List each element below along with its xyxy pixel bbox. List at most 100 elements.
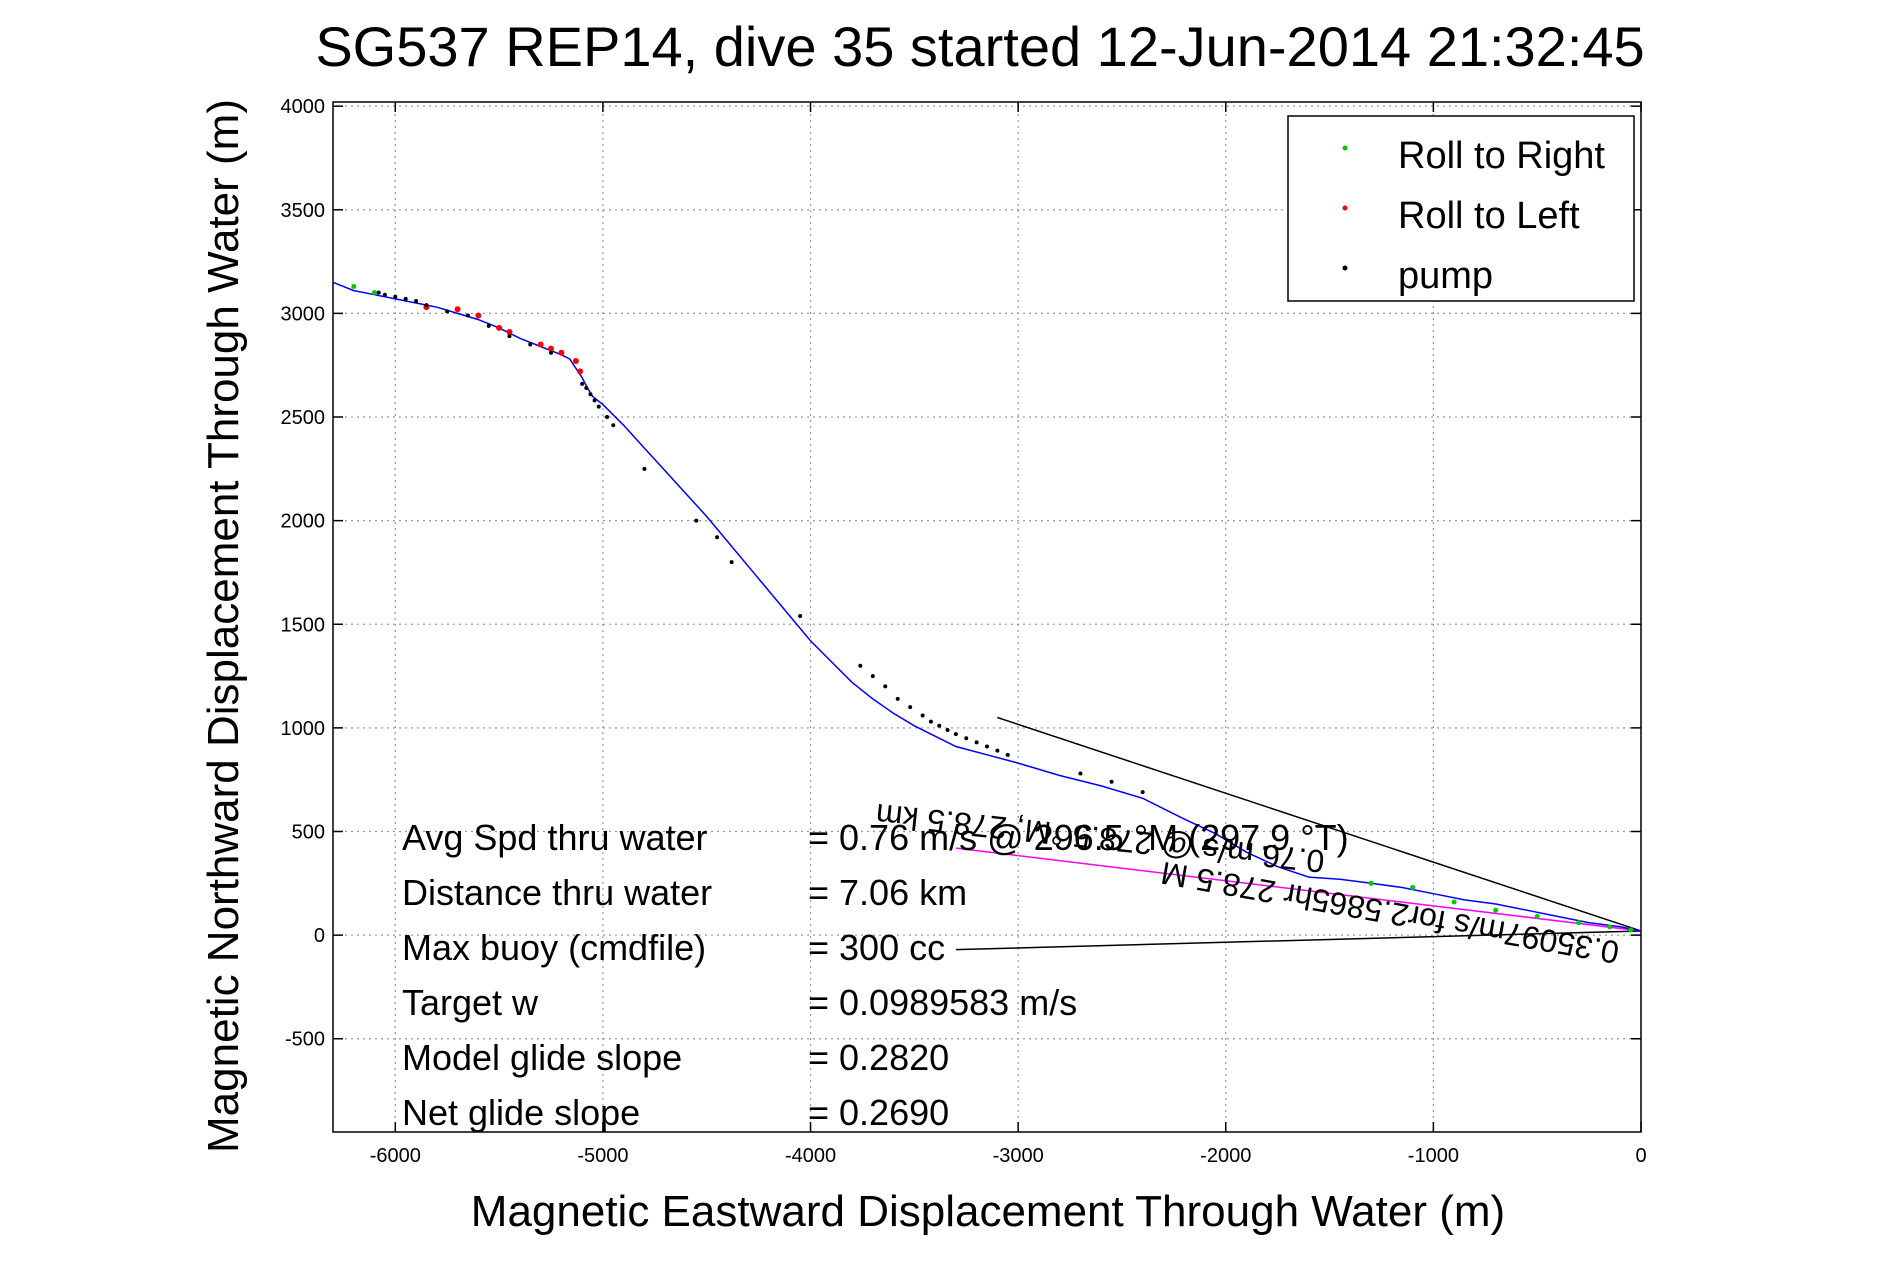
stat-value: = 7.06 km [808,872,967,913]
roll-right-point [1451,899,1457,905]
pump-point [858,663,863,668]
pump-point [928,719,933,724]
pump-point [611,423,616,428]
pump-point [895,696,900,701]
legend: Roll to Right Roll to Left pump [1287,115,1635,302]
pump-point [588,392,593,397]
y-tick-label: 4000 [281,96,326,118]
x-tick-label: -3000 [993,1145,1044,1167]
pump-point [953,732,958,737]
stat-value: = 300 cc [808,927,945,968]
vector-line [997,716,1642,932]
pump-point [974,740,979,745]
y-tick-label: 1000 [281,718,326,740]
roll-left-point [548,345,554,352]
roll-right-point [1607,924,1613,930]
vector-annotation: 0.35097m/s for2.5865hr 278.5 M [1158,855,1621,971]
pump-point [382,292,387,297]
roll-left-point [558,349,565,356]
track-line [332,281,1642,932]
pump-point [908,705,913,710]
stats-text: Avg Spd thru water = 0.76 m/s @ 296.5 °M … [402,817,1349,1133]
y-tick-label: 2500 [281,407,326,429]
roll-right-point [1628,927,1634,933]
y-tick-label: 3000 [281,303,326,325]
pump-point [642,466,647,471]
pump-point [424,303,429,308]
pump-point [1140,790,1145,795]
pump-point [985,744,989,749]
pump-point [486,323,491,328]
stat-value: = 0.0989583 m/s [808,982,1077,1023]
pump-point [592,398,597,403]
legend-marker [1342,145,1348,151]
chart-title: SG537 REP14, dive 35 started 12-Jun-2014… [315,15,1644,78]
roll-left-point [454,306,461,313]
pump-point [945,727,950,732]
pump-point [937,723,942,728]
y-axis-label: Magnetic Northward Displacement Through … [199,99,248,1153]
pump-point [964,736,969,741]
stat-value: = 0.2820 [808,1037,949,1078]
x-tick-label: -6000 [370,1145,421,1167]
y-tick-label: -500 [285,1029,325,1051]
y-tick-label: 3500 [281,200,326,222]
pump-point [584,385,589,390]
stat-label: Net glide slope [402,1092,640,1133]
x-axis-label: Magnetic Eastward Displacement Through W… [471,1187,1505,1236]
track-points [351,283,1634,933]
x-tick-label: -5000 [577,1145,628,1167]
roll-right-point [1534,913,1540,919]
x-tick-label: -4000 [785,1145,836,1167]
pump-point [1005,752,1010,757]
pump-point [729,560,734,565]
vector-lines [955,716,1642,951]
stat-value: = 0.76 m/s @ 296.5 °M (297.9 °T) [808,817,1349,858]
y-tick-label: 0 [314,925,325,947]
x-tick-label: -2000 [1200,1145,1251,1167]
pump-point [715,535,720,540]
y-tick-label: 2000 [281,511,326,533]
roll-left-point [475,312,482,319]
axes: -6000 -5000 -4000 -3000 -2000 -1000 0-50005001… [281,96,1647,1167]
pump-point [376,290,381,295]
pump-point [1078,771,1083,776]
pump-point [507,334,512,339]
pump-point [393,294,398,299]
stat-value: = 0.2690 [808,1092,949,1133]
roll-left-point [537,341,544,348]
legend-marker [1342,265,1348,271]
roll-right-point [1368,880,1374,886]
pump-point [549,350,553,355]
pump-point [528,342,533,347]
legend-label: pump [1398,255,1493,297]
legend-label: Roll to Right [1398,135,1605,177]
plot-frame [332,101,1642,1133]
stat-label: Max buoy (cmdfile) [402,927,706,968]
pump-point [694,518,699,523]
pump-point [414,298,419,303]
roll-right-point [1493,907,1499,913]
vector-line [955,847,1642,932]
pump-point [798,613,803,618]
pump-point [605,415,610,420]
pump-point [870,674,875,679]
pump-point [580,381,585,386]
roll-right-point [1576,920,1582,926]
roll-left-point [572,358,579,365]
stat-label: Target w [402,982,539,1023]
x-tick-label: 0 [1635,1145,1646,1167]
pump-point [465,313,470,318]
roll-left-point [496,324,503,331]
track-path [332,281,1642,932]
legend-marker [1342,205,1348,211]
roll-right-point [372,290,378,296]
roll-right-point [1410,884,1416,890]
pump-point [1109,779,1114,784]
roll-left-point [577,368,584,375]
y-tick-label: 500 [292,821,325,843]
pump-point [445,309,450,314]
stat-label: Model glide slope [402,1037,682,1078]
pump-point [596,404,601,409]
